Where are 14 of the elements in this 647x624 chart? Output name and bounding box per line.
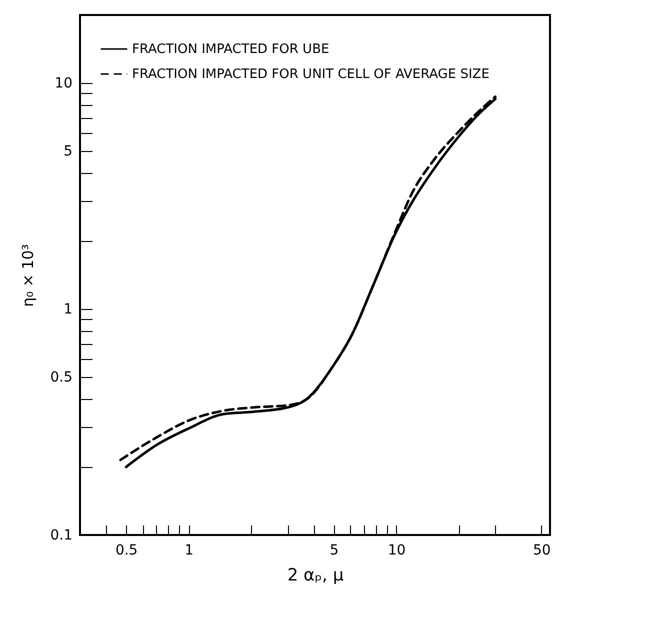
- legend-label: FRACTION IMPACTED FOR UNIT CELL OF AVERAGE SIZE: [132, 67, 490, 82]
- y-tick-label: 5: [64, 144, 72, 160]
- legend-label: FRACTION IMPACTED FOR UBE: [132, 42, 330, 57]
- x-tick-label: 0.5: [115, 542, 138, 558]
- x-tick-label: 50: [532, 542, 551, 558]
- x-tick-label: 1: [184, 542, 194, 558]
- y-tick-label: 10: [54, 76, 72, 92]
- x-axis-title: 2 αₚ, μ: [287, 566, 344, 586]
- x-tick-label: 5: [330, 542, 339, 558]
- y-tick-label: 0.1: [50, 528, 72, 544]
- y-tick-label: 1: [64, 302, 72, 318]
- y-tick-label: 0.5: [50, 370, 72, 386]
- x-tick-label: 10: [388, 542, 406, 558]
- y-axis-title: η₀ × 10³: [19, 244, 38, 307]
